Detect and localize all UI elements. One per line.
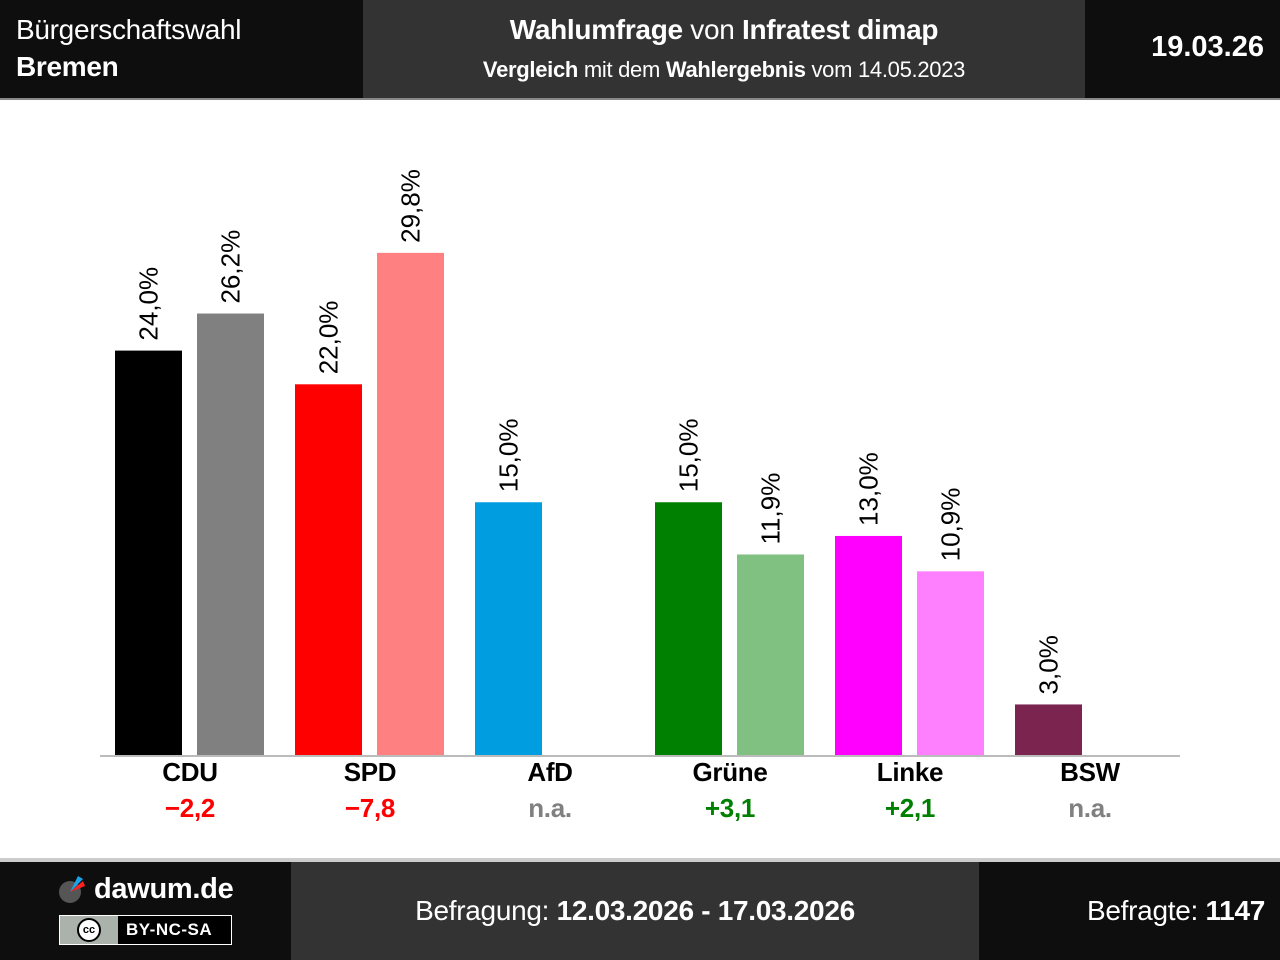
chart-canvas: 24,0% 26,2% 22,0% 29,8% 15,0% 15,0% 11,9% 13,0%… <box>100 169 1180 757</box>
chart-title-block: Wahlumfrage von Infratest dimap Vergleic… <box>363 0 1085 98</box>
value-label-linke-election: 10,9% <box>936 488 966 562</box>
bar-chart: 24,0% 26,2% 22,0% 29,8% 15,0% 15,0% 11,9% 13,0%… <box>0 100 1280 860</box>
bar-gruene-poll <box>655 502 722 755</box>
party-label-cdu: CDU <box>162 757 218 787</box>
party-label-gruene: Grüne <box>692 757 768 787</box>
title-poll: Wahlumfrage <box>509 14 683 45</box>
value-label-cdu-election: 26,2% <box>216 230 246 304</box>
bar-bsw-poll <box>1015 704 1082 755</box>
survey-period-block: Befragung: 12.03.2026 - 17.03.2026 <box>291 862 979 960</box>
respondents-label: Befragte: <box>1087 895 1206 926</box>
difference-label-spd: −7,8 <box>344 793 396 823</box>
value-label-linke-poll: 13,0% <box>854 452 884 526</box>
publish-date-block: 19.03.26 <box>1085 0 1280 98</box>
difference-label-bsw: n.a. <box>1068 793 1112 823</box>
title-von: von <box>682 14 742 45</box>
survey-period: Befragung: 12.03.2026 - 17.03.2026 <box>291 895 979 927</box>
bar-gruene-election <box>737 554 804 755</box>
subtitle-mit-dem: mit dem <box>578 57 666 82</box>
bar-cdu-election <box>197 313 264 755</box>
bar-linke-election <box>917 571 984 755</box>
value-label-cdu-poll: 24,0% <box>134 267 164 341</box>
dawum-logo-icon <box>59 876 85 903</box>
header-divider <box>0 98 1280 100</box>
region-name: Bremen <box>16 51 119 82</box>
value-label-bsw-poll: 3,0% <box>1034 635 1064 694</box>
difference-label-linke: +2,1 <box>884 793 936 823</box>
bar-linke-poll <box>835 535 902 755</box>
bar-spd-election <box>377 252 444 755</box>
subtitle-date: vom 14.05.2023 <box>805 57 966 82</box>
brand-name: dawum.de <box>94 872 234 905</box>
value-label-gruene-poll: 15,0% <box>674 419 704 493</box>
publish-date: 19.03.26 <box>1151 31 1264 63</box>
value-label-gruene-election: 11,9% <box>756 473 786 545</box>
chart-title: Wahlumfrage von Infratest dimap <box>363 14 1085 46</box>
license-text: BY-NC-SA <box>126 920 213 939</box>
respondents: Befragte: 1147 <box>1087 895 1265 927</box>
party-label-linke: Linke <box>876 757 944 787</box>
value-label-spd-election: 29,8% <box>396 169 426 243</box>
header: Bürgerschaftswahl Bremen Wahlumfrage von… <box>0 0 1280 98</box>
party-label-afd: AfD <box>527 757 573 787</box>
survey-period-value: 12.03.2026 - 17.03.2026 <box>556 895 856 926</box>
chart-subtitle: Vergleich mit dem Wahlergebnis vom 14.05… <box>363 57 1085 83</box>
respondents-block: Befragte: 1147 <box>979 862 1280 960</box>
party-label-spd: SPD <box>343 757 397 787</box>
brand[interactable]: dawum.de <box>58 872 234 906</box>
title-institute: Infratest dimap <box>742 14 939 45</box>
bar-spd-poll <box>295 384 362 755</box>
footer-brand-block: dawum.de cc BY-NC-SA <box>0 862 291 960</box>
value-label-afd-poll: 15,0% <box>494 419 524 493</box>
party-label-bsw: BSW <box>1060 757 1120 787</box>
license-badge[interactable]: cc BY-NC-SA <box>59 915 232 945</box>
footer-divider <box>0 858 1280 862</box>
bar-cdu-poll <box>115 350 182 755</box>
difference-label-afd: n.a. <box>528 793 572 823</box>
election-info: Bürgerschaftswahl Bremen <box>0 0 363 98</box>
bar-afd-poll <box>475 502 542 755</box>
difference-label-cdu: −2,2 <box>164 793 216 823</box>
difference-label-gruene: +3,1 <box>704 793 756 823</box>
respondents-value: 1147 <box>1205 895 1265 926</box>
cc-icon: cc <box>60 916 118 944</box>
election-type: Bürgerschaftswahl <box>16 14 242 45</box>
survey-period-label: Befragung: <box>415 895 557 926</box>
value-label-spd-poll: 22,0% <box>314 301 344 375</box>
subtitle-comparison: Vergleich <box>482 57 579 82</box>
subtitle-result: Wahlergebnis <box>665 57 806 82</box>
